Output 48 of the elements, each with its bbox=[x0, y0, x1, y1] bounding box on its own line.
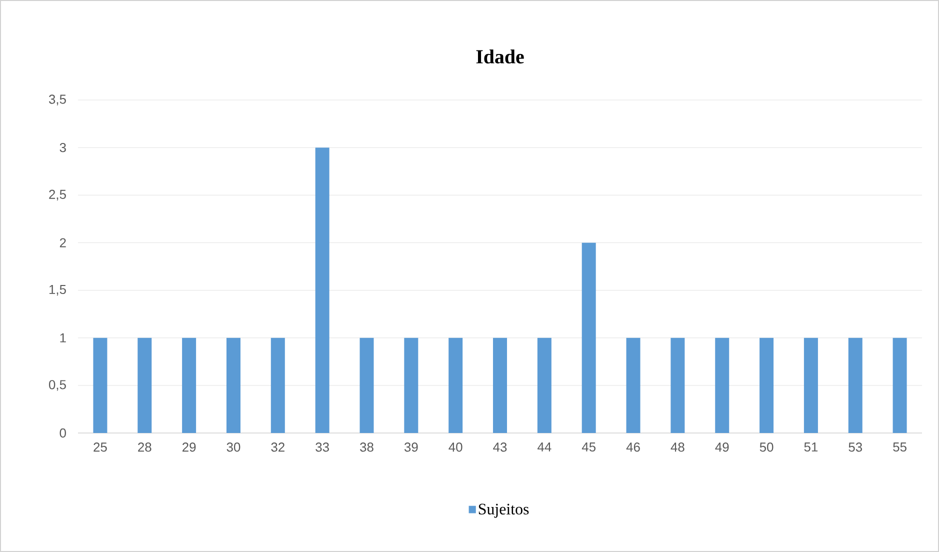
bar bbox=[760, 338, 774, 433]
y-tick-label: 1 bbox=[60, 333, 66, 342]
x-tick-label: 46 bbox=[626, 442, 640, 452]
bar bbox=[138, 338, 152, 433]
y-tick-label: 3,5 bbox=[48, 94, 66, 106]
bar bbox=[670, 338, 685, 433]
x-tick-label: 33 bbox=[316, 442, 329, 452]
y-tick-label: 3 bbox=[60, 142, 66, 152]
bar bbox=[93, 338, 108, 433]
y-tick-label: 0,5 bbox=[48, 380, 66, 391]
x-tick-label: 40 bbox=[448, 442, 462, 452]
y-tick-label: 1,5 bbox=[49, 285, 66, 296]
bar bbox=[582, 242, 596, 433]
bar bbox=[537, 338, 552, 433]
x-tick-label: 55 bbox=[893, 442, 906, 452]
bar bbox=[848, 338, 862, 433]
bar bbox=[626, 338, 640, 433]
x-tick-label: 48 bbox=[670, 442, 684, 452]
x-tick-label: 53 bbox=[848, 442, 862, 452]
x-tick-label: 51 bbox=[804, 442, 818, 452]
bar bbox=[270, 338, 285, 433]
x-tick-label: 32 bbox=[271, 442, 284, 452]
x-tick-label: 50 bbox=[760, 442, 774, 452]
x-tick-label: 30 bbox=[226, 442, 240, 452]
bar bbox=[715, 338, 730, 433]
chart-title: Idade bbox=[476, 49, 524, 64]
x-tick-label: 45 bbox=[582, 442, 596, 452]
bar bbox=[448, 338, 463, 433]
x-tick-label: 25 bbox=[94, 442, 107, 452]
x-tick-label: 43 bbox=[493, 442, 507, 452]
bar bbox=[182, 338, 196, 433]
legend-label: Sujeitos bbox=[478, 504, 529, 518]
bar bbox=[315, 148, 330, 433]
y-tick-label: 0 bbox=[60, 428, 66, 438]
x-tick-label: 44 bbox=[538, 442, 552, 452]
y-tick-label: 2,5 bbox=[49, 190, 66, 200]
y-tick-label: 2 bbox=[60, 238, 66, 248]
x-tick-label: 39 bbox=[404, 442, 418, 452]
bar bbox=[360, 338, 374, 433]
bar bbox=[226, 338, 240, 433]
x-tick-label: 28 bbox=[138, 442, 152, 452]
x-tick-label: 38 bbox=[360, 442, 374, 452]
x-tick-label: 29 bbox=[182, 442, 196, 452]
bar bbox=[804, 338, 818, 433]
bar bbox=[404, 338, 418, 433]
x-tick-label: 49 bbox=[715, 442, 729, 452]
bar bbox=[493, 338, 508, 433]
bar bbox=[892, 338, 907, 433]
